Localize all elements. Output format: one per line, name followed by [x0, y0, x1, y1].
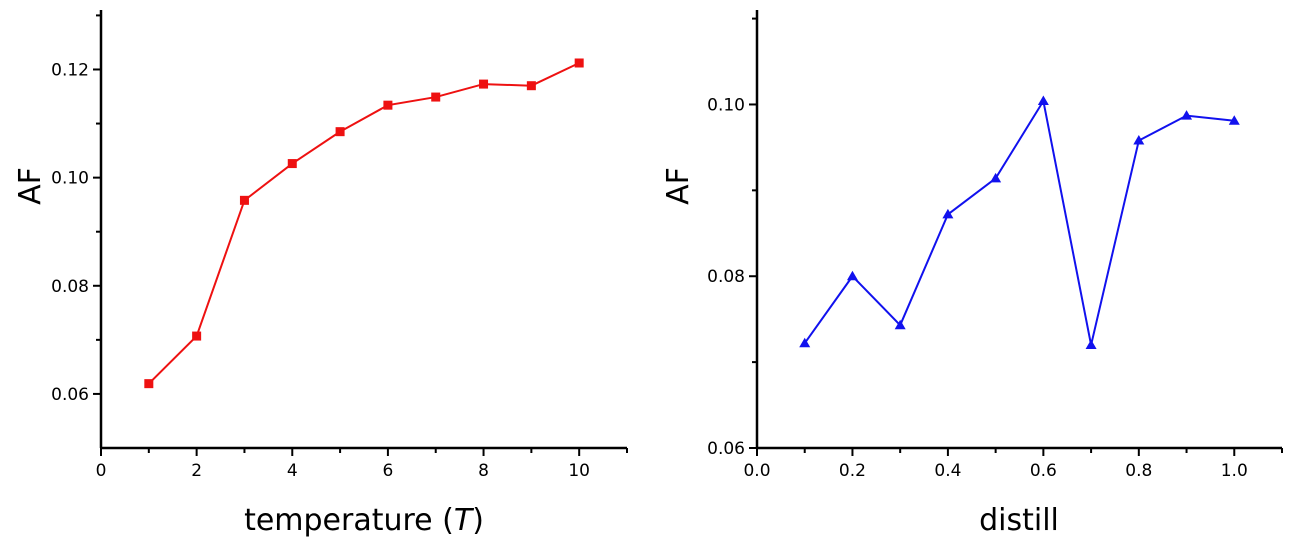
x-tick-label: 0.8: [1125, 461, 1152, 481]
data-point: [1181, 110, 1193, 120]
x-tick-label: 0.6: [1030, 461, 1057, 481]
x-axis-title-1: distill: [979, 503, 1059, 538]
data-point: [526, 81, 536, 91]
x-tick-label: 4: [287, 461, 298, 481]
data-point: [192, 331, 202, 341]
data-point: [942, 208, 954, 219]
data-point: [287, 159, 297, 169]
data-point: [894, 319, 906, 330]
y-tick-label: 0.08: [707, 267, 745, 287]
y-tick-label: 0.12: [51, 60, 89, 80]
y-tick-label: 0.06: [707, 439, 745, 459]
x-axis-title-var-0: T: [454, 503, 475, 538]
data-point: [1133, 135, 1145, 145]
y-tick-label: 0.10: [51, 169, 89, 189]
x-tick-label: 10: [568, 461, 590, 481]
chart-distill: 0.0 0.2 0.4 0.6 0.8 1.0 0.06 0.08 0.10: [707, 10, 1283, 481]
chart-temperature: 0 2 4 6 8 10 0.06 0.08 0.10 0.12: [51, 10, 628, 481]
x-tick-label: 0.2: [839, 461, 866, 481]
series-line: [803, 98, 1235, 346]
data-point: [799, 337, 811, 348]
x-tick-label: 0.0: [743, 461, 770, 481]
x-axis-title-0: temperature (T): [244, 503, 484, 538]
data-point: [574, 58, 584, 68]
y-axis-title-1: AF: [661, 167, 696, 205]
x-tick-label: 0: [96, 461, 107, 481]
data-point: [239, 195, 249, 205]
data-point: [846, 270, 858, 281]
data-point: [383, 100, 393, 110]
x-tick-label: 6: [382, 461, 393, 481]
data-point: [144, 379, 154, 389]
y-tick-label: 0.10: [707, 95, 745, 115]
y-tick-label: 0.06: [51, 385, 89, 405]
data-point: [1228, 115, 1240, 125]
series-line: [148, 62, 580, 385]
x-axis-title-close-0: ): [472, 503, 484, 538]
data-point: [1085, 339, 1097, 349]
data-point: [1037, 95, 1049, 106]
x-tick-label: 0.4: [934, 461, 961, 481]
data-point: [431, 92, 441, 102]
x-tick-label: 8: [478, 461, 489, 481]
y-axis-title-0: AF: [13, 167, 48, 205]
data-point: [335, 127, 345, 137]
x-tick-label: 1.0: [1221, 461, 1248, 481]
x-tick-label: 2: [191, 461, 202, 481]
data-point: [479, 79, 489, 89]
y-tick-label: 0.08: [51, 277, 89, 297]
data-point: [990, 172, 1002, 183]
